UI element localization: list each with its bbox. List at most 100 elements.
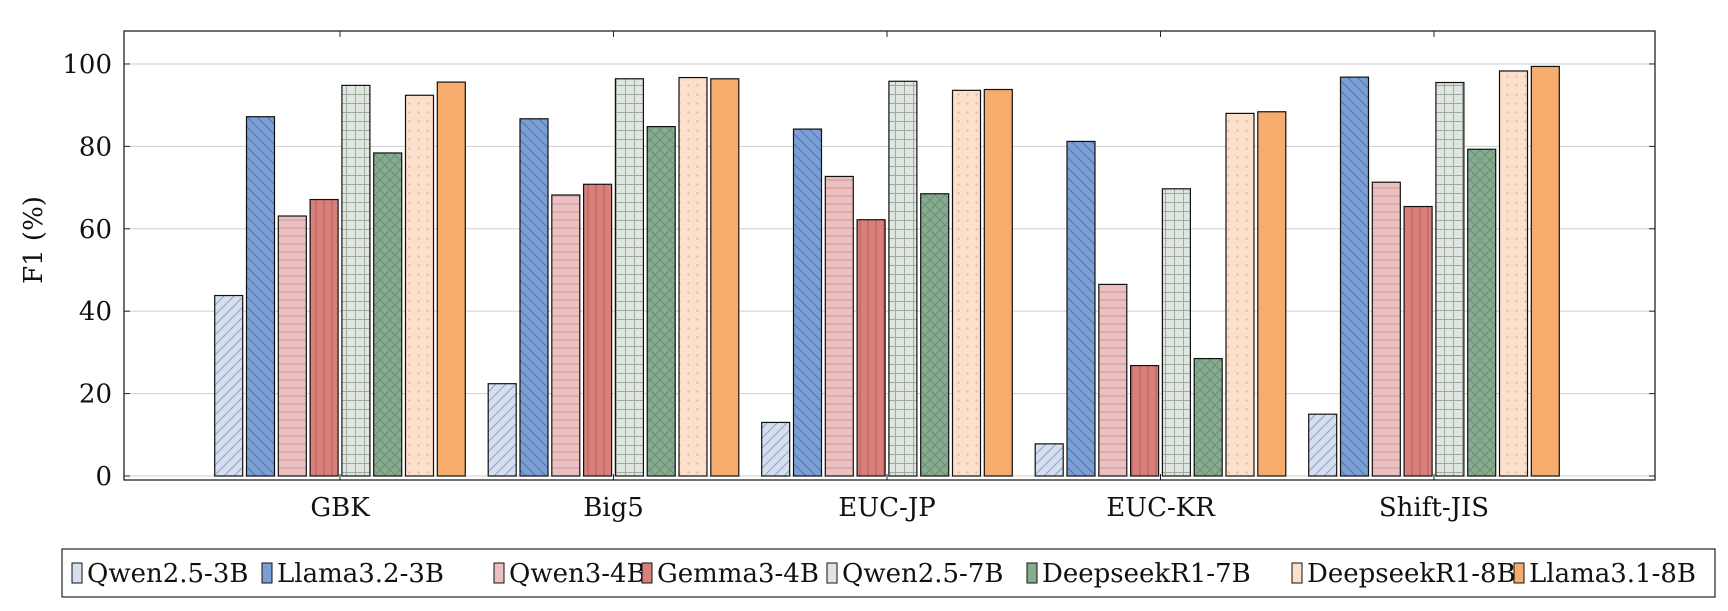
y-tick-label: 0 (95, 462, 112, 492)
bar-pattern (857, 219, 886, 477)
legend-label: Gemma3-4B (657, 559, 819, 589)
bar-outline (710, 78, 740, 477)
bar-outline (487, 383, 517, 477)
legend-entry: Qwen2.5-3B (71, 559, 248, 589)
legend-swatch (71, 562, 83, 584)
bar-pattern (520, 118, 548, 476)
bar-pattern (1467, 149, 1496, 476)
bar-pattern (1130, 365, 1159, 476)
bar-pattern (214, 295, 243, 476)
legend-label: DeepseekR1-8B (1307, 559, 1516, 589)
legend-entry: Qwen2.5-7B (826, 559, 1003, 589)
bar (984, 89, 1013, 476)
bar-pattern (373, 152, 402, 477)
bar-pattern (1067, 141, 1095, 477)
bar-outline (1308, 413, 1338, 477)
bar-pattern (793, 129, 822, 476)
bars-layer (214, 65, 1560, 477)
bar-outline (951, 89, 982, 477)
bar (437, 82, 466, 476)
bar-outline (983, 88, 1013, 477)
bar-outline (1193, 357, 1223, 477)
legend-label: DeepseekR1-7B (1042, 559, 1251, 589)
bar-outline (614, 78, 645, 477)
bar-outline (1371, 181, 1401, 477)
bar-outline (1034, 443, 1064, 477)
plot-frame (123, 30, 1656, 481)
bar-outline (1403, 205, 1433, 477)
legend-label: Qwen2.5-3B (87, 559, 248, 589)
bar-pattern (1435, 82, 1464, 476)
bar (710, 78, 739, 476)
bar-outline (309, 198, 339, 477)
bar-outline (404, 94, 435, 477)
y-tick-label: 20 (79, 380, 112, 410)
legend-swatch (826, 562, 838, 584)
bar-outline (551, 194, 581, 477)
bar-pattern (952, 90, 981, 476)
bar-pattern (1499, 70, 1528, 476)
legend-label: Llama3.1-8B (1529, 559, 1696, 589)
bar-pattern (1372, 182, 1401, 476)
bar-pattern (1162, 188, 1191, 476)
bar-pattern (1340, 77, 1369, 477)
legend-label: Qwen2.5-7B (842, 559, 1003, 589)
legend-entry: Llama3.2-3B (261, 559, 444, 589)
legend-swatch (1291, 562, 1303, 584)
bar-outline (1257, 111, 1287, 477)
x-tick-label: EUC-KR (1106, 493, 1216, 523)
bar-outline (1225, 112, 1255, 477)
bar-pattern (647, 126, 676, 476)
bar-pattern (488, 383, 517, 476)
legend-swatch (261, 562, 273, 584)
legend-entry: Llama3.1-8B (1513, 559, 1696, 589)
bar-outline (1530, 65, 1560, 477)
bar-outline (1498, 70, 1529, 477)
bar-outline (856, 219, 886, 477)
bar-pattern (551, 194, 580, 477)
bar-pattern (615, 78, 644, 476)
bar-pattern (761, 422, 790, 476)
legend-entry: Gemma3-4B (641, 559, 819, 589)
bar-pattern (341, 85, 370, 476)
bar-outline (214, 294, 244, 477)
legend-swatch (1026, 562, 1038, 584)
y-tick-label: 60 (79, 215, 112, 245)
legend-box (61, 548, 1716, 598)
bar-outline (277, 215, 307, 477)
bar-outline (1339, 76, 1370, 477)
axes-layer: 0 20 40 60 80 100 GBK Big5 EUC-JP EUC-KR Shift-JIS (62, 30, 1656, 523)
y-tick-label: 80 (79, 132, 112, 162)
bar-outline (888, 80, 918, 477)
legend-entry: DeepseekR1-8B (1291, 559, 1516, 589)
bar-outline (582, 183, 613, 477)
bar-pattern (1308, 414, 1337, 476)
bar-outline (245, 116, 276, 477)
bar-pattern (278, 216, 307, 476)
bar-outline (920, 193, 950, 477)
y-axis-label: F1 (%) (19, 196, 49, 284)
bar-outline (341, 84, 371, 477)
bar-pattern (920, 193, 949, 476)
bar-pattern (679, 77, 707, 477)
bar-outline (792, 128, 823, 477)
x-tick-label: EUC-JP (838, 493, 936, 523)
legend-swatch (1513, 562, 1525, 584)
bar-outline (678, 76, 708, 477)
bar-outline (1129, 364, 1160, 477)
bar-pattern (310, 199, 339, 477)
y-tick-label: 40 (79, 297, 112, 327)
bar-pattern (825, 176, 854, 476)
bar-outline (646, 125, 676, 477)
bar-pattern (246, 116, 275, 476)
x-tick-label: Shift-JIS (1379, 493, 1489, 523)
bar-outline (436, 81, 466, 477)
bar-pattern (1404, 206, 1433, 476)
bar-outline (1435, 81, 1465, 477)
bar-outline (1098, 283, 1128, 477)
bar-outline (1467, 148, 1497, 477)
x-tick-label: GBK (310, 493, 370, 523)
bar-outline (1066, 140, 1096, 477)
bar-pattern (1194, 358, 1223, 476)
